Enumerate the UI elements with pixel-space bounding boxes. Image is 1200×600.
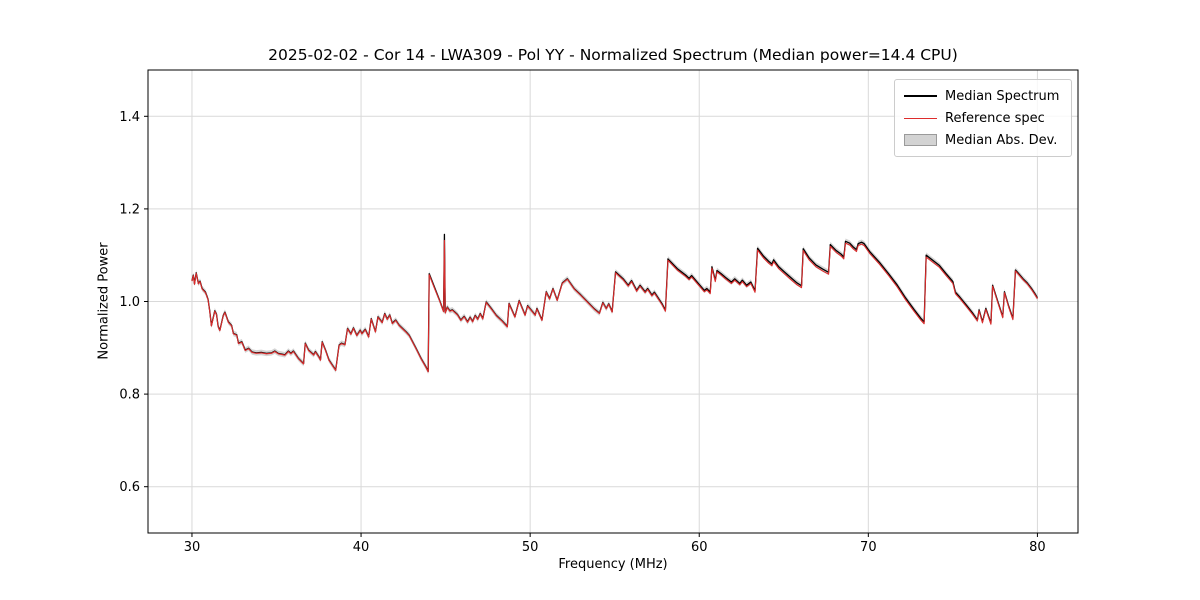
- x-tick-label: 60: [691, 540, 708, 555]
- y-tick-label: 1.0: [119, 295, 140, 310]
- reference-spec-line: [191, 239, 1038, 373]
- mad-band: [191, 231, 1038, 375]
- legend-label: Median Abs. Dev.: [945, 132, 1058, 148]
- x-tick-label: 70: [860, 540, 877, 555]
- legend-label: Reference spec: [945, 110, 1045, 126]
- y-tick-label: 0.8: [119, 388, 140, 403]
- legend-item-reference-spec: Reference spec: [904, 109, 1061, 127]
- y-tick-label: 1.2: [119, 202, 140, 217]
- median-abs-dev-patch-swatch: [904, 134, 937, 146]
- y-tick-label: 0.6: [119, 480, 140, 495]
- x-tick-label: 80: [1029, 540, 1046, 555]
- x-tick-label: 40: [353, 540, 370, 555]
- legend: Median Spectrum Reference spec Median Ab…: [894, 79, 1072, 157]
- x-axis-label: Frequency (MHz): [558, 557, 668, 572]
- legend-label: Median Spectrum: [945, 88, 1060, 104]
- y-axis-label: Normalized Power: [96, 242, 112, 360]
- legend-item-median-spectrum: Median Spectrum: [904, 87, 1061, 105]
- x-tick-label: 50: [522, 540, 539, 555]
- legend-item-median-abs-dev: Median Abs. Dev.: [904, 131, 1061, 149]
- median-spectrum-line-swatch: [904, 95, 937, 97]
- x-tick-label: 30: [184, 540, 201, 555]
- reference-spec-line-swatch: [904, 117, 937, 119]
- y-tick-label: 1.4: [119, 110, 140, 125]
- chart-title: 2025-02-02 - Cor 14 - LWA309 - Pol YY - …: [268, 46, 958, 64]
